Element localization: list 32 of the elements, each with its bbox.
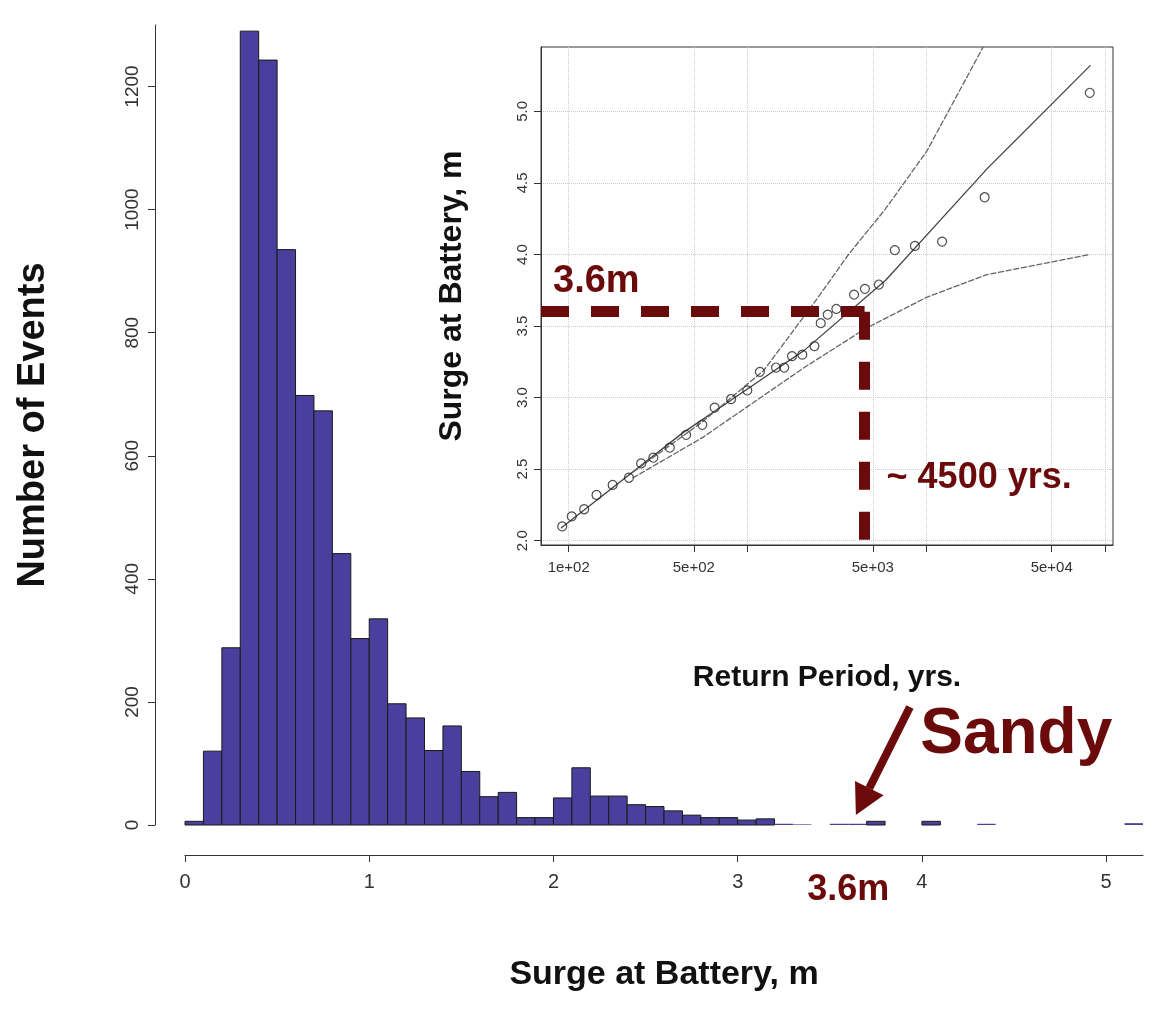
x-tick-label: 5e+03 (851, 558, 894, 575)
text: 3.6m (807, 866, 890, 908)
y-tick-label: 600 (121, 439, 142, 472)
annotation: Sandy (920, 695, 1113, 767)
y-tick-label: 1000 (121, 188, 142, 231)
y-tick-label: 3.5 (513, 315, 530, 337)
y-tick-label: 200 (121, 686, 142, 718)
x-tick-label: 5 (1100, 870, 1112, 892)
y-tick-label: 2.5 (513, 458, 530, 480)
x-tick-label: 5e+02 (672, 558, 715, 575)
ref-line-label: 3.6m (553, 257, 640, 300)
x-tick-label: 5e+04 (1030, 558, 1073, 575)
y-tick-label: 1200 (121, 65, 142, 108)
x-axis-title: Return Period, yrs. (692, 658, 962, 692)
y-axis-title: Number of Events (10, 262, 52, 588)
y-tick-label: 5.0 (513, 100, 530, 122)
x-tick-label: 4 (916, 870, 928, 892)
y-axis-title: Surge at Battery, m (432, 150, 468, 442)
y-tick-label: 3.0 (513, 387, 530, 409)
y-tick-label: 4.5 (513, 172, 530, 194)
y-tick-label: 800 (121, 316, 142, 349)
x-tick-label: 1e+02 (547, 558, 590, 575)
x-tick-label: 0 (179, 870, 191, 892)
ref-line-label: ~ 4500 yrs. (886, 454, 1072, 496)
x-axis-title: Surge at Battery, m (509, 953, 819, 991)
x-tick-label: 1 (363, 870, 375, 892)
x-tick-label: 3 (732, 870, 744, 892)
y-tick-label: 2.0 (513, 530, 530, 552)
x-tick-label: 2 (547, 870, 560, 892)
y-tick-label: 4.0 (513, 244, 530, 265)
y-tick-label: 0 (121, 819, 142, 831)
y-tick-label: 400 (121, 562, 142, 595)
